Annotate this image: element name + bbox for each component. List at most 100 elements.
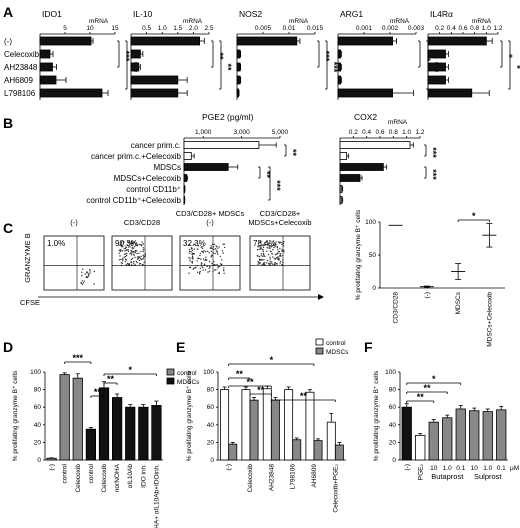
panel-c-summary-ylabel: % prolifating granzyme B⁺ cells (355, 209, 362, 300)
panel-a-tick-label: 0.5 (142, 25, 151, 32)
panel-a-bar (337, 62, 341, 72)
panel-f-category: 1.0 (483, 465, 492, 472)
panel-d-bar (151, 405, 162, 461)
panel-c-flow-dot (134, 252, 136, 254)
panel-c-flow-dot (123, 248, 125, 250)
panel-c-flow-dot (86, 271, 88, 273)
panel-c-flow-dot (218, 271, 220, 274)
panel-e-tick-label: 0 (210, 457, 214, 464)
panel-f-sig: ** (423, 383, 431, 393)
panel-c-flow-dot (125, 259, 128, 261)
panel-c-flow-dot (265, 241, 268, 243)
panel-c-flow-dot (140, 245, 143, 247)
panel-c-flow-dot (89, 270, 91, 272)
panel-e-mdsc-bar (270, 399, 280, 461)
panel-c-flow-dot (133, 254, 135, 256)
panel-e-mdsc-bar (334, 444, 344, 461)
panel-c-flow-dot (202, 266, 204, 269)
panel-c-flow-dot (216, 263, 218, 266)
panel-c-flow-dot (211, 255, 213, 257)
panel-f-tick-label: 0 (392, 457, 396, 464)
panel-a-chart-title: NOS2 (239, 9, 262, 19)
panel-c-flow-dot (257, 245, 259, 248)
panel-c-flow-dot (274, 245, 276, 248)
panel-c-flow-dot (191, 262, 194, 264)
panel-e-category: (-) (226, 464, 233, 471)
panel-c-flow-dot (123, 253, 126, 255)
panel-c-flow-dot (275, 243, 277, 245)
panel-c-flow-dot (214, 248, 217, 250)
panel-c-flow-dot (196, 271, 199, 273)
panel-e-sig: ** (236, 369, 244, 379)
panel-d-bar (46, 457, 57, 461)
panel-c-flow-dot (136, 261, 138, 264)
panel-c-flow-dot (268, 246, 271, 248)
panel-c-flow-dot (282, 245, 285, 247)
panel-c-flow-title: (-) (70, 218, 78, 227)
panel-c-flow-dot (275, 241, 277, 243)
panel-c-flow-dot (137, 257, 139, 260)
panel-b-pge2: PGE2 (pg/ml)1,000 3,000 5,000******* (183, 112, 298, 205)
panel-c-flow-dot (269, 256, 271, 259)
panel-e-category: Celecoxib+PGE₂ (332, 464, 339, 513)
panel-a-bar (337, 88, 393, 98)
panel-c-flow-dot (144, 248, 146, 250)
panel-c-flow-dot (191, 249, 194, 252)
panel-c-flow-pct: 32.3% (183, 239, 206, 248)
panel-c-flow-dot (210, 250, 213, 253)
panel-c-flow-dot (213, 248, 215, 251)
panel-c-flow-dot (137, 256, 140, 258)
panel-e-tick-label: 20 (207, 439, 215, 446)
panel-c-flow-dot (80, 282, 82, 285)
panel-b-pge2-bar (183, 174, 188, 182)
panel-b-cox2-title: COX2 (354, 112, 377, 122)
panel-c-flow-dot (142, 249, 144, 251)
panel-c-flow-dot (129, 243, 131, 245)
panel-c-flow-dot (283, 251, 285, 253)
panel-a-row-label: L798106 (4, 89, 36, 98)
panel-a-unit: mRNA (390, 18, 410, 25)
panel-c-flow-dot (83, 280, 85, 282)
panel-c-flow-dot (144, 253, 146, 255)
panel-c-flow-dot (281, 263, 283, 266)
panel-c-flow-dot (123, 256, 125, 259)
panel-c-flow-dot (129, 241, 131, 243)
panel-f-category: 0.1 (456, 465, 465, 472)
panel-a-tick-label: 0.001 (356, 25, 373, 32)
panel-c-flow-dot (85, 276, 87, 279)
panel-c-flow-dot (127, 246, 130, 248)
panel-c-flow-dot (260, 246, 262, 249)
panel-c-flow-dot (133, 262, 135, 265)
panel-c-flow-dot (193, 243, 195, 246)
panel-c-flow-dot (121, 250, 124, 252)
panel-c-flow-dot (276, 247, 279, 249)
panel-d-category: IDO inh. (140, 464, 147, 488)
panel-f-tick-label: 40 (389, 422, 397, 429)
panel-c-flow-dot (271, 263, 274, 265)
panel-c-flow-dot (208, 252, 210, 254)
panel-c-flow-title: (-) (206, 218, 214, 227)
panel-b-row-label: cancer prim.c. (131, 141, 181, 150)
panel-c-flow-dot (261, 248, 264, 251)
panel-c-flow-dot (193, 267, 195, 270)
panel-a-bar (130, 75, 179, 85)
panel-c-flow-dot (272, 240, 274, 243)
panel-d: % prolifating granzyme B⁺ cells 0 20 40 60 80… (12, 353, 200, 528)
panel-a-bar (236, 36, 298, 46)
panel-b-pge2-sig: *** (272, 180, 282, 191)
panel-c-flow-dot (119, 244, 121, 246)
panel-c-flow-dot (261, 245, 263, 247)
panel-c-flow-dot (138, 243, 140, 246)
panel-c-flow-dot (221, 250, 224, 252)
panel-c-flow-dot (264, 255, 266, 258)
panel-c-flow-dot (87, 273, 89, 275)
panel-c-flow-dot (271, 245, 274, 247)
panel-c-flow-dot (262, 246, 265, 249)
panel-f-bar (415, 434, 426, 461)
panel-f-category: 1.0 (443, 465, 452, 472)
panel-e-tick-label: 60 (207, 404, 215, 411)
panel-c-flow-dot (270, 245, 272, 247)
panel-c-flow-dot (279, 262, 281, 264)
panel-d-sig: ** (107, 374, 115, 384)
panel-c-flow-frame (43, 235, 105, 291)
